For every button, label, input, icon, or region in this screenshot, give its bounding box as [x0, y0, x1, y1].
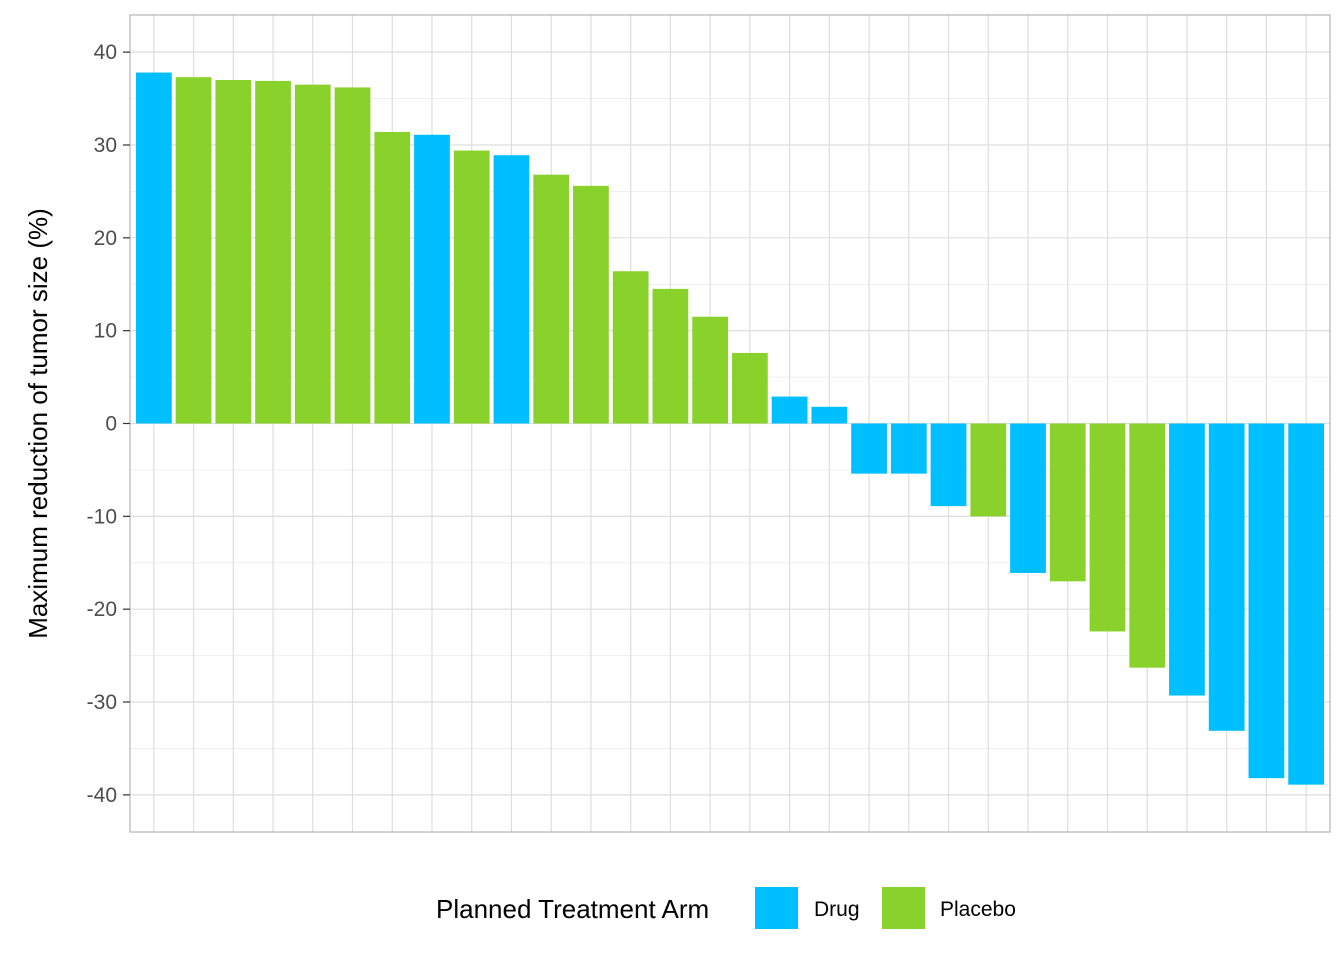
bar-placebo	[294, 84, 331, 424]
bar-placebo	[1129, 423, 1166, 668]
bar-placebo	[255, 80, 291, 424]
legend-label-placebo: Placebo	[940, 898, 1016, 921]
bar-drug	[771, 396, 808, 424]
y-axis-ticks: 40 30 20 10 0 -10 -20 -30 -40	[87, 41, 130, 807]
bar-placebo	[175, 77, 212, 424]
bar-drug	[1010, 423, 1046, 573]
y-tick-label: -30	[87, 691, 117, 714]
bar-drug	[890, 423, 927, 474]
legend-key-drug	[755, 887, 798, 929]
bar-placebo	[573, 185, 609, 424]
bar-drug	[1169, 423, 1205, 696]
bar-placebo	[533, 174, 570, 424]
bar-placebo	[1049, 423, 1086, 582]
bar-layer	[135, 72, 1325, 785]
bar-drug	[1288, 423, 1325, 785]
y-tick-label: 30	[94, 134, 117, 157]
y-tick-label: 0	[105, 413, 117, 436]
bar-drug	[851, 423, 887, 474]
legend-items: Drug Placebo	[755, 887, 1016, 929]
y-tick-label: 10	[94, 320, 117, 343]
bar-placebo	[652, 288, 689, 424]
bar-placebo	[374, 131, 411, 424]
bar-placebo	[692, 316, 729, 424]
bar-drug	[930, 423, 967, 507]
bar-placebo	[334, 87, 371, 424]
y-tick-label: -10	[87, 505, 117, 528]
legend-title: Planned Treatment Arm	[436, 894, 709, 924]
bar-drug	[1248, 423, 1285, 779]
bar-placebo	[970, 423, 1007, 517]
legend: Planned Treatment Arm Drug Placebo	[436, 887, 1016, 929]
y-axis-title: Maximum reduction of tumor size (%)	[23, 208, 53, 639]
bar-placebo	[453, 150, 490, 424]
bar-placebo	[215, 79, 252, 424]
bar-drug	[493, 155, 530, 424]
bar-drug	[135, 72, 172, 424]
y-tick-label: -40	[87, 784, 117, 807]
y-tick-label: -20	[87, 598, 117, 621]
bar-drug	[414, 134, 450, 424]
y-tick-label: 40	[94, 41, 117, 64]
bar-drug	[1208, 423, 1245, 731]
legend-label-drug: Drug	[814, 898, 860, 921]
y-tick-label: 20	[94, 227, 117, 250]
bar-drug	[811, 406, 848, 424]
bar-placebo	[1089, 423, 1126, 632]
legend-key-placebo	[882, 887, 925, 929]
bar-placebo	[731, 352, 768, 424]
bar-placebo	[612, 271, 649, 424]
